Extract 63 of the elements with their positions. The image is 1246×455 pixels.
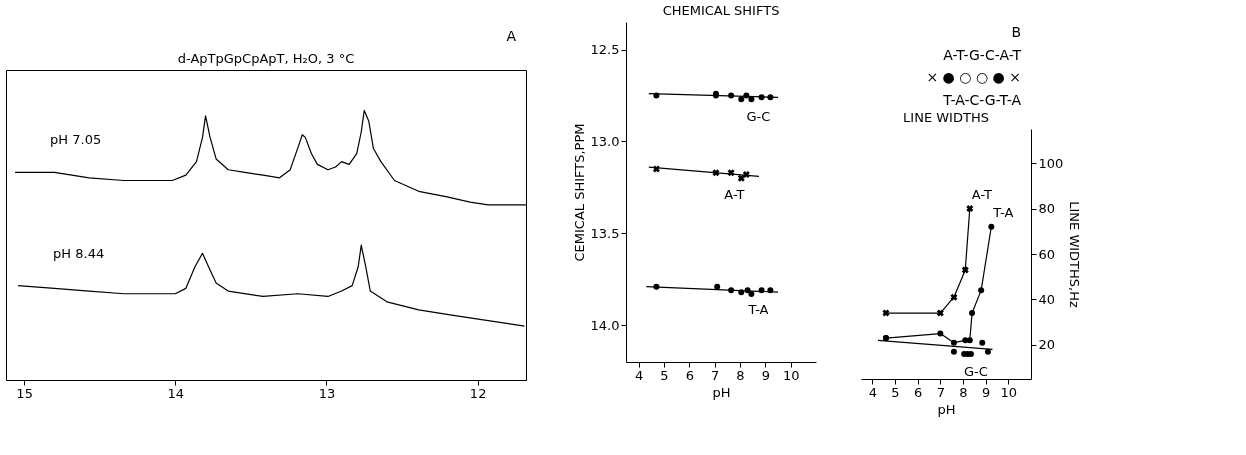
point: [748, 96, 755, 103]
series-label: G-C: [964, 363, 988, 379]
y-tick-label: 13.5: [590, 225, 620, 241]
y2-tick-label: 60: [1038, 246, 1056, 262]
x-tick-label: 8: [736, 367, 745, 383]
point: [969, 310, 976, 317]
series-label: pH 7.05: [50, 132, 102, 148]
point: [978, 287, 985, 294]
x-tick-label: 5: [891, 384, 900, 400]
x-tick-label: 12: [469, 385, 487, 401]
series-label: G-C: [746, 109, 771, 125]
x-tick-label: 8: [959, 384, 968, 400]
y2-tick-label: 40: [1038, 291, 1056, 307]
point: [966, 337, 973, 344]
y-tick-label: 13.0: [590, 133, 620, 149]
point: [738, 96, 745, 103]
text: A-T-G-C-A-T: [943, 46, 1022, 63]
text: pH 8.44: [53, 245, 105, 261]
series-label: A-T: [971, 186, 992, 202]
x-tick-label: 4: [868, 384, 877, 400]
x-tick-label: 9: [761, 367, 770, 383]
x-tick-label: 6: [914, 384, 923, 400]
y-tick-label: 12.5: [590, 42, 620, 58]
series-label: T-A: [747, 302, 769, 318]
y2-tick-label: 20: [1038, 337, 1056, 353]
x-axis-title: pH: [937, 401, 956, 417]
x-tick-label: 7: [711, 367, 720, 383]
x-axis-title: pH: [712, 384, 731, 400]
x-tick-label: 14: [167, 385, 185, 401]
text: B: [1011, 24, 1021, 41]
y2-tick-label: 100: [1038, 155, 1064, 171]
point: [950, 348, 957, 355]
x-tick-label: 6: [685, 367, 694, 383]
x-tick-label: 4: [635, 367, 644, 383]
series-label: A-T: [724, 186, 745, 202]
chart-title: d-ApTpGpCpApT, H₂O, 3 °C: [177, 51, 355, 66]
x-tick-label: 7: [936, 384, 945, 400]
y-axis-title: CEMICAL SHIFTS,PPM: [571, 123, 587, 262]
x-tick-label: 15: [16, 385, 33, 401]
point: [936, 309, 944, 317]
chart-title: CHEMICAL SHIFTS: [662, 3, 780, 18]
x-tick-label: 13: [318, 385, 336, 401]
y-tick-label: 14.0: [590, 317, 620, 333]
series-label: T-A: [992, 204, 1014, 220]
point: [937, 330, 944, 337]
point: [979, 339, 986, 346]
x-tick-label: 9: [982, 384, 991, 400]
text: A: [506, 28, 517, 44]
point: [961, 266, 969, 274]
text: T-A-C-G-T-A: [942, 91, 1022, 108]
x-tick-label: 5: [660, 367, 669, 383]
point: [966, 205, 974, 213]
y2-tick-label: 80: [1038, 201, 1056, 217]
point: [950, 339, 957, 346]
point: [988, 223, 995, 230]
y2-axis-title: LINE WIDTHS,Hz: [1067, 201, 1083, 308]
x-tick-label: 10: [1000, 384, 1018, 400]
point: [714, 283, 721, 290]
point: [882, 309, 890, 317]
point: [950, 293, 958, 301]
x-tick-label: 10: [782, 367, 800, 383]
text: × ● ○ ○ ● ×: [926, 69, 1021, 86]
chart-title: LINE WIDTHS: [903, 110, 989, 125]
